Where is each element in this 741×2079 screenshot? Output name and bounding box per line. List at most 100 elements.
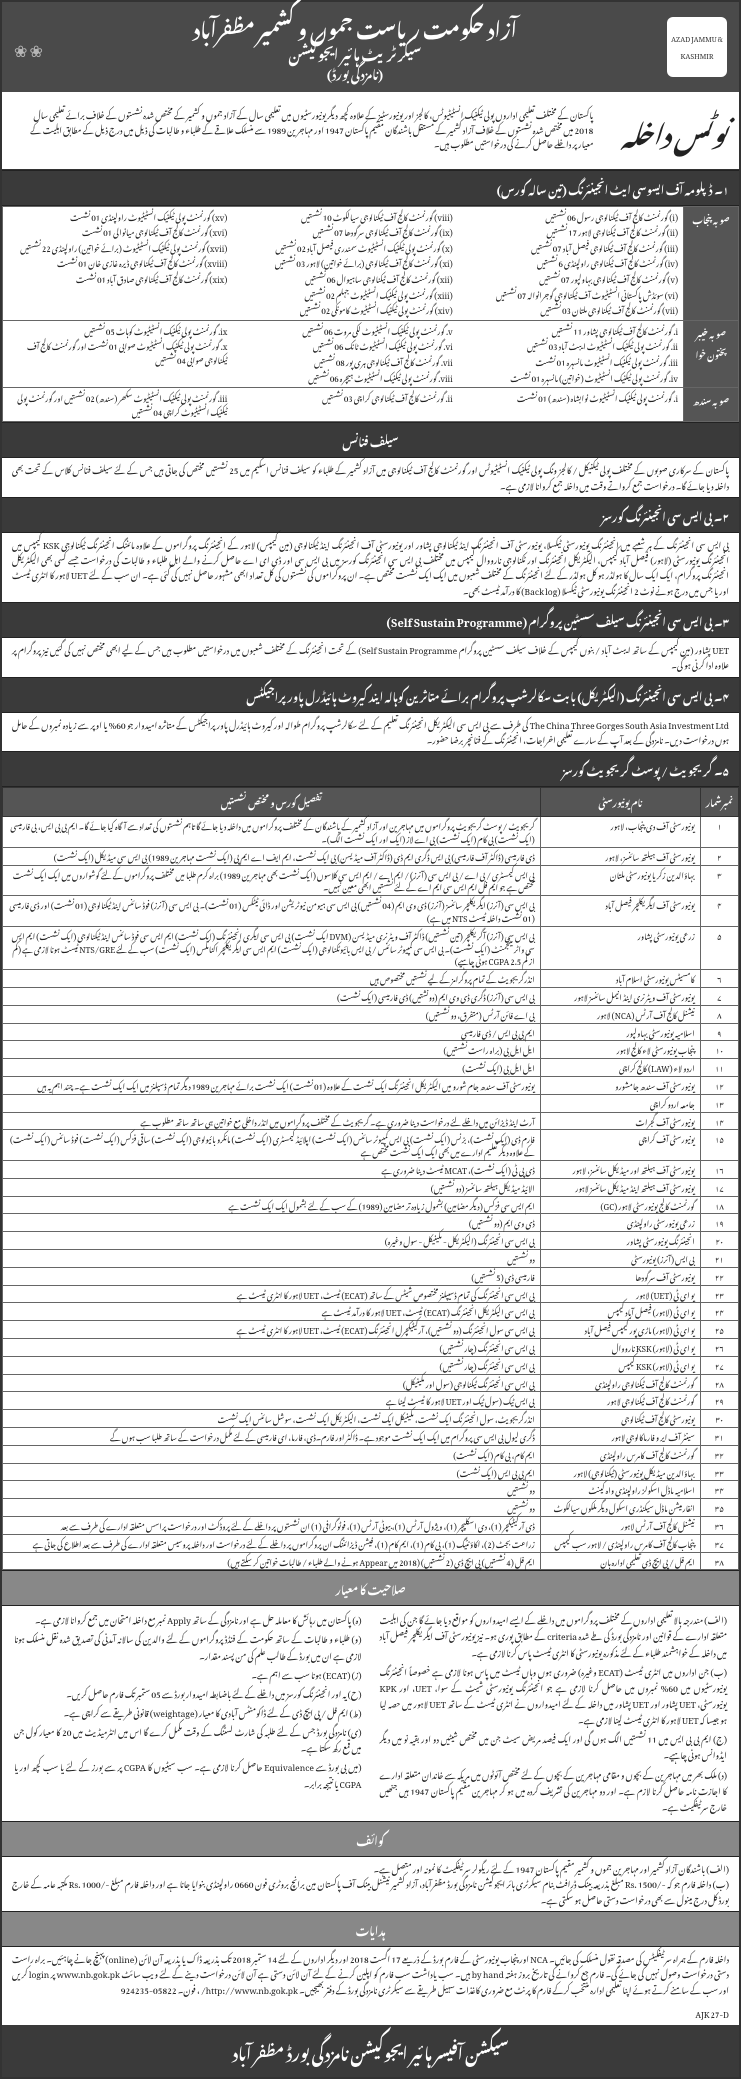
selffinance-title: سیلف فنانس bbox=[2, 422, 739, 458]
uni-detail: ایم کام، بی کام (ایک نشست) bbox=[3, 1445, 541, 1463]
uni-name: نیشنل کالج آف آرٹس لاہور bbox=[540, 1516, 700, 1534]
selffinance-body: پاکستان کے سرکاری صوبوں کے مختلف پولی ٹی… bbox=[2, 458, 739, 497]
uni-detail: فارم ڈی (ایک نشست)، بزنس (ایک نشست) بی ا… bbox=[3, 1130, 541, 1161]
uni-name: یونیورسٹی آف ہیلتھ اینڈ میڈیکل سائنسز لا… bbox=[540, 1178, 700, 1196]
seat-item: ii. گورنمنٹ کالج آف ٹیکنالوجی کراچی 03 ن… bbox=[233, 390, 452, 406]
uni-detail: ڈگری لیول بی ایس سی پروگرام میں ایک ایک … bbox=[3, 1427, 541, 1445]
table-row: ۲۱ بی ایس (آنرز) یونیورسٹی دو نشستیں bbox=[3, 1249, 739, 1267]
criteria-item: (و) طلباء و طالبات کے ساتھ حکومت کے فنڈڈ… bbox=[14, 1631, 362, 1663]
punjab-list: (i) گورنمنٹ کالج آف ٹیکنالوجی رسول 06 نش… bbox=[8, 209, 678, 318]
uni-name: یونیورسٹی آف کراچی bbox=[540, 1130, 700, 1161]
uni-name: زرعی یونیورسٹی پشاور bbox=[540, 926, 700, 969]
uni-name: انفارمیشن ماڈل سیکنڈری اسکول دیگر ملکوں … bbox=[540, 1499, 700, 1517]
table-row: ۳۷ پنجاب کالج آف کامرس راولپنڈی / لاہور … bbox=[3, 1534, 739, 1552]
uni-detail: بی ایس سی (آنرز) آگریکلچر (تین نشستیں) ڈ… bbox=[3, 926, 541, 969]
seat-item: (vii) گورنمنٹ کالج آف ٹیکنالوجی ملتان 03… bbox=[459, 302, 678, 318]
uni-name: یونیورسٹی آف ویٹرنری اینڈ انیمل سائنسز ل… bbox=[540, 988, 700, 1006]
uni-num: ۱۲ bbox=[700, 1077, 738, 1095]
uni-detail: ایم ایس سی فزکس (دیگر مضامین) بشمول زیاد… bbox=[3, 1196, 541, 1214]
table-row: ۱۰ پنجاب یونیورسٹی لاء کالج لاہور ایل ای… bbox=[3, 1041, 739, 1059]
table-row: ۲۹ گورنمنٹ کالج آف ٹیکنالوجی لاہور بی ای… bbox=[3, 1392, 739, 1410]
table-row: ۲۷ یو ای ٹی (لاہور) KSK کیمپس بی ایس سی … bbox=[3, 1356, 739, 1374]
uni-num: ۳۷ bbox=[700, 1534, 738, 1552]
kawaif-item: (ب) داخلہ فارم جو کہ -/Rs. 1500 مبلغ بذر… bbox=[12, 1876, 729, 1907]
section-2-title: ۲۔ بی ایس سی انجینئرنگ کورسز bbox=[2, 497, 739, 533]
uni-detail: بی اے فائن آرٹس (متفرق، دو نشستیں) bbox=[3, 1005, 541, 1023]
kawaif-item: (الف) باشندگان آزاد کشمیر اور مہاجرین جم… bbox=[12, 1861, 729, 1876]
uni-num: ۲۴ bbox=[700, 1303, 738, 1321]
hidayat-title: ہدایات bbox=[2, 1911, 739, 1947]
table-row: ۴ یونیورسٹی آف ایگریکلچر فیصل آباد بی ای… bbox=[3, 896, 739, 927]
criteria-item: (ز) (ECAT) ہونا سب سے اہم ہے۔ bbox=[14, 1667, 362, 1683]
uni-num: ۱۸ bbox=[700, 1196, 738, 1214]
table-row: ۷ یونیورسٹی آف ویٹرنری اینڈ انیمل سائنسز… bbox=[3, 988, 739, 1006]
col-name: نام یونیورسٹی bbox=[540, 788, 700, 817]
criteria-item: (ط) ایم فل / پی ایچ ڈی کے لئے ڈاکومنٹس آ… bbox=[14, 1705, 362, 1721]
uni-name: یو ای ٹی (لاہور) KSK کیمپس bbox=[540, 1356, 700, 1374]
uni-num: ۳۵ bbox=[700, 1499, 738, 1517]
uni-detail: زراعت بجٹ (2)، اکاؤنٹیگ (1)، بی کام (1)،… bbox=[3, 1534, 541, 1552]
uni-detail: دو نشستیں bbox=[3, 1499, 541, 1517]
uni-name: پنجاب کالج آف کامرس راولپنڈی / لاہور سب … bbox=[540, 1534, 700, 1552]
uni-detail: بی ایس سی سول انجینئرنگ (دو نشستیں)، آرک… bbox=[3, 1321, 541, 1339]
uni-name: جامعہ اردو کراچی bbox=[540, 1094, 700, 1112]
logo-text: AZAD JAMMU & KASHMIR bbox=[667, 30, 727, 64]
uni-detail: بی ایس سی (آنرز) ڈگری ڈی وی ایم (دونشتیں… bbox=[3, 988, 541, 1006]
section-3-body: UET پشاور (مین کیمپس کے ساتھ ایبٹ آباد /… bbox=[2, 638, 739, 677]
section-1-title: ۱۔ ڈپلومہ آف ایسوسی ایٹ انجینئرنگ (تین س… bbox=[2, 170, 739, 206]
criteria-box: (الف) مندرجہ بالا تعلیمی اداروں کے مختلف… bbox=[2, 1606, 739, 1821]
uni-num: ۲ bbox=[700, 847, 738, 865]
seat-item: viii. گورنمنٹ پولی ٹیکنیک انسٹیٹیوٹ ہیچر… bbox=[233, 370, 452, 386]
seat-item: i. گورنمنٹ پولی ٹیکنیک انسٹیٹیوٹ نوابشاہ… bbox=[459, 390, 678, 406]
govt-logo: AZAD JAMMU & KASHMIR bbox=[667, 17, 727, 77]
table-row: ۱۷ یونیورسٹی آف ہیلتھ اینڈ میڈیکل سائنسز… bbox=[3, 1178, 739, 1196]
table-row: ۱۳ جامعہ اردو کراچی bbox=[3, 1094, 739, 1112]
uni-name: نیشنل کالج آف آرٹس (NCA) لاہور bbox=[540, 1005, 700, 1023]
uni-detail: ایم فل (4 نشستیں) پی ایچ ڈی (2 نشستیں) (… bbox=[3, 1552, 541, 1570]
uni-name: یونیورسٹی آف ہیلتھ سائنسز، لاہور bbox=[540, 847, 700, 865]
notice-row: نوٹس داخلہ پاکستان کے مختلف تعلیمی ادارو… bbox=[2, 92, 739, 170]
uni-name: گورنمنٹ کالج آف ٹیکنالوجی راولپنڈی bbox=[540, 1374, 700, 1392]
criteria-item: (ی) نامزدگی بورڈ جس کے لئے طلبہ کی شارٹ … bbox=[14, 1724, 362, 1756]
uni-num: ۱۷ bbox=[700, 1178, 738, 1196]
uni-detail: بی ایس سی انجینئرنگ کی تمام ڈسیپلنز مختص… bbox=[3, 1285, 541, 1303]
table-row: ۱۶ یونیورسٹی آف ہیلتھ اور میڈیکل سائنسز،… bbox=[3, 1161, 739, 1179]
uni-num: ۶ bbox=[700, 970, 738, 988]
uni-name: ایم فل / پی ایچ ڈی تعلیمی ادارہ ہان bbox=[540, 1552, 700, 1570]
uni-detail: فارمیسی ڈی (5 نشستیں) bbox=[3, 1267, 541, 1285]
uni-num: ۱۳ bbox=[700, 1094, 738, 1112]
uni-name: یونیورسٹی آف ہیلتھ اور میڈیکل سائنسز، لا… bbox=[540, 1161, 700, 1179]
uni-num: ۲۹ bbox=[700, 1392, 738, 1410]
table-row: ۲۵ یو ای ٹی (لاہور) ماڑی پور کیمپس فیصل … bbox=[3, 1321, 739, 1339]
uni-name: یو ای ٹی (لاہور) ماڑی پور کیمپس فیصل آبا… bbox=[540, 1321, 700, 1339]
uni-detail: بی ایس سی انجینئرنگ (الیکٹریکل - مکینیکل… bbox=[3, 1232, 541, 1250]
table-row: ۱۸ گورنمنٹ کالج یونیورسٹی لاہور (GC) ایم… bbox=[3, 1196, 739, 1214]
uni-name: گورنمنٹ کالج آف ٹیکنالوجی لاہور bbox=[540, 1392, 700, 1410]
uni-num: ۳۳ bbox=[700, 1463, 738, 1481]
table-row: ۳۵ انفارمیشن ماڈل سیکنڈری اسکول دیگر ملک… bbox=[3, 1499, 739, 1517]
provinces-table: صوبہ پنجاب (i) گورنمنٹ کالج آف ٹیکنالوجی… bbox=[2, 206, 739, 423]
uni-num: ۳۴ bbox=[700, 1481, 738, 1499]
uni-num: ۱۰ bbox=[700, 1041, 738, 1059]
uni-name: بہاؤالدین میڈیکل یونیورسٹی (ٹیکنالوجی) ل… bbox=[540, 1463, 700, 1481]
uni-num: ۴ bbox=[700, 896, 738, 927]
uni-num: ۵ bbox=[700, 926, 738, 969]
uni-name: بہاؤالدین زکریا یونیورسٹی ملتان bbox=[540, 865, 700, 896]
section-4-body: The China Three Gorges South Asia Invest… bbox=[2, 713, 739, 752]
uni-num: ۲۸ bbox=[700, 1374, 738, 1392]
uni-detail: بی ایس سی انجینئرنگ (چار نشستیں) bbox=[3, 1356, 541, 1374]
table-row: ۳۳ بہاؤالدین میڈیکل یونیورسٹی (ٹیکنالوجی… bbox=[3, 1463, 739, 1481]
seat-item: (xiv) گورنمنٹ پولی ٹیکنیک انسٹیٹیوٹ کامو… bbox=[233, 302, 452, 318]
uni-num: ۳۱ bbox=[700, 1427, 738, 1445]
uni-num: ۳ bbox=[700, 865, 738, 896]
uni-num: ۲۷ bbox=[700, 1356, 738, 1374]
uni-detail: دو نشستیں bbox=[3, 1249, 541, 1267]
table-row: ۲۲ یونیورسٹی آف سرگودھا فارمیسی ڈی (5 نش… bbox=[3, 1267, 739, 1285]
table-row: ۳۸ ایم فل / پی ایچ ڈی تعلیمی ادارہ ہان ا… bbox=[3, 1552, 739, 1570]
uni-num: ۲۵ bbox=[700, 1321, 738, 1339]
hidayat-body: داخلہ فارم کے ہمراہ سرٹیفکیٹس کی مصدقہ ن… bbox=[2, 1947, 739, 2001]
seat-item: x. گورنمنٹ پولی ٹیکنیک انسٹیٹیوٹ صوابی 0… bbox=[8, 338, 227, 367]
kpk-list: i. گورنمنٹ کالج آف ٹیکنالوجی پشاور 11 نش… bbox=[8, 323, 678, 385]
table-row: ۳۶ نیشنل کالج آف آرٹس لاہور ڈی آرکیٹیکچر… bbox=[3, 1516, 739, 1534]
uni-num: ۳۶ bbox=[700, 1516, 738, 1534]
